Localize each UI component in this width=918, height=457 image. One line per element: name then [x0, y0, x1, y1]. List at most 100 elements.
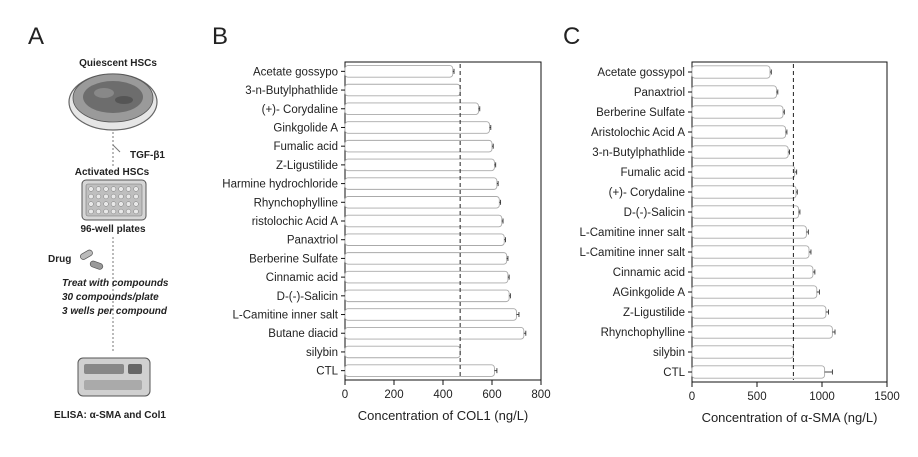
well-dot	[89, 202, 94, 207]
col1-bar-chart: B Acetate gossypo3-n-Butylphathlide(+)- …	[212, 23, 551, 423]
category-label: Cinnamic acid	[613, 267, 685, 279]
well-dot	[96, 209, 101, 214]
panel-letter-a: A	[28, 23, 44, 50]
bar	[692, 186, 796, 198]
x-tick-label: 0	[342, 389, 348, 401]
category-label: Ginkgolide A	[273, 122, 338, 134]
category-label: CTL	[663, 367, 685, 379]
elisa-label: ELISA: α-SMA and Col1	[54, 410, 166, 421]
x-tick-label: 1500	[874, 391, 900, 403]
bar	[345, 234, 504, 246]
bar	[345, 66, 453, 78]
well-dot	[104, 209, 109, 214]
bar	[692, 326, 832, 338]
well-dot	[96, 194, 101, 199]
drug-label: Drug	[48, 254, 71, 265]
bar	[345, 196, 499, 208]
category-label: D-(-)-Salicin	[277, 291, 338, 303]
bar	[692, 366, 825, 378]
well-dot	[96, 187, 101, 192]
tgf-pointer	[113, 145, 120, 152]
bar	[692, 286, 817, 298]
well-dot	[126, 202, 131, 207]
bar	[692, 226, 806, 238]
well-dot	[126, 209, 131, 214]
well-dot	[104, 194, 109, 199]
x-axis-title: Concentration of α-SMA (ng/L)	[702, 410, 878, 425]
category-label: 3-n-Butylphathlide	[592, 147, 685, 159]
category-label: Panaxtriol	[634, 87, 685, 99]
category-label: Rhynchophylline	[601, 327, 685, 339]
category-label: (+)- Corydaline	[262, 104, 338, 116]
x-tick-label: 800	[531, 389, 550, 401]
category-label: silybin	[653, 347, 685, 359]
panel-letter-b: B	[212, 23, 228, 50]
category-label: 3-n-Butylphathlide	[245, 85, 338, 97]
bar	[692, 66, 770, 78]
bar	[345, 140, 492, 152]
well-dot	[134, 187, 139, 192]
x-tick-label: 600	[482, 389, 501, 401]
x-tick-label: 1000	[809, 391, 835, 403]
bar	[345, 346, 460, 358]
x-tick-label: 0	[689, 391, 695, 403]
panel-letter-c: C	[563, 23, 580, 50]
bar	[692, 346, 793, 358]
treat-line-2: 30 compounds/plate	[62, 292, 159, 303]
bar	[692, 306, 826, 318]
category-label: Harmine hydrochloride	[222, 179, 338, 191]
well-dot	[104, 202, 109, 207]
well-dot	[119, 194, 124, 199]
well-dot	[111, 187, 116, 192]
treat-line-3: 3 wells per compound	[62, 306, 168, 317]
bar	[692, 206, 799, 218]
well-dot	[134, 202, 139, 207]
well-dot	[96, 202, 101, 207]
well-dot	[119, 187, 124, 192]
category-label: L-Camitine inner salt	[580, 227, 686, 239]
pill-icon	[79, 249, 103, 270]
category-label: Berberine Sulfate	[249, 253, 338, 265]
bar	[692, 246, 809, 258]
plate-reader-icon	[78, 358, 150, 396]
well-dot	[119, 209, 124, 214]
bar	[692, 266, 813, 278]
category-label: silybin	[306, 347, 338, 359]
category-label: Fumalic acid	[620, 167, 685, 179]
quiescent-hsc-label: Quiescent HSCs	[79, 58, 157, 69]
bar	[345, 365, 494, 377]
category-label: Z-Ligustilide	[276, 160, 338, 172]
category-label: L-Camitine inner salt	[580, 247, 686, 259]
activated-hsc-label: Activated HSCs	[75, 167, 150, 178]
bar	[345, 103, 479, 115]
well-dot	[89, 209, 94, 214]
x-axis-title: Concentration of COL1 (ng/L)	[358, 408, 529, 423]
category-label: (+)- Corydaline	[609, 187, 685, 199]
bar	[345, 271, 508, 283]
category-label: Aristolochic Acid A	[591, 127, 685, 139]
category-label: Rhynchophylline	[254, 197, 338, 209]
bar	[692, 126, 786, 138]
bar	[345, 253, 507, 265]
bar	[345, 178, 497, 190]
well-dot	[111, 194, 116, 199]
bar	[692, 146, 788, 158]
culture-dish-icon	[69, 74, 157, 130]
well-dot	[104, 187, 109, 192]
category-label: ristolochic Acid A	[252, 216, 339, 228]
bar	[692, 86, 777, 98]
well-dot	[134, 209, 139, 214]
bar	[345, 84, 460, 96]
category-label: Z-Ligustilide	[623, 307, 685, 319]
x-tick-label: 200	[384, 389, 403, 401]
x-tick-label: 500	[747, 391, 766, 403]
bar	[692, 106, 783, 118]
well-dot	[111, 202, 116, 207]
well-dot	[89, 187, 94, 192]
bar	[345, 327, 524, 339]
well-dot	[126, 194, 131, 199]
category-label: AGinkgolide A	[613, 287, 686, 299]
workflow-panel: A Quiescent HSCs TGF-β1 Activated HSCs 9…	[28, 23, 169, 421]
well-dot	[126, 187, 131, 192]
